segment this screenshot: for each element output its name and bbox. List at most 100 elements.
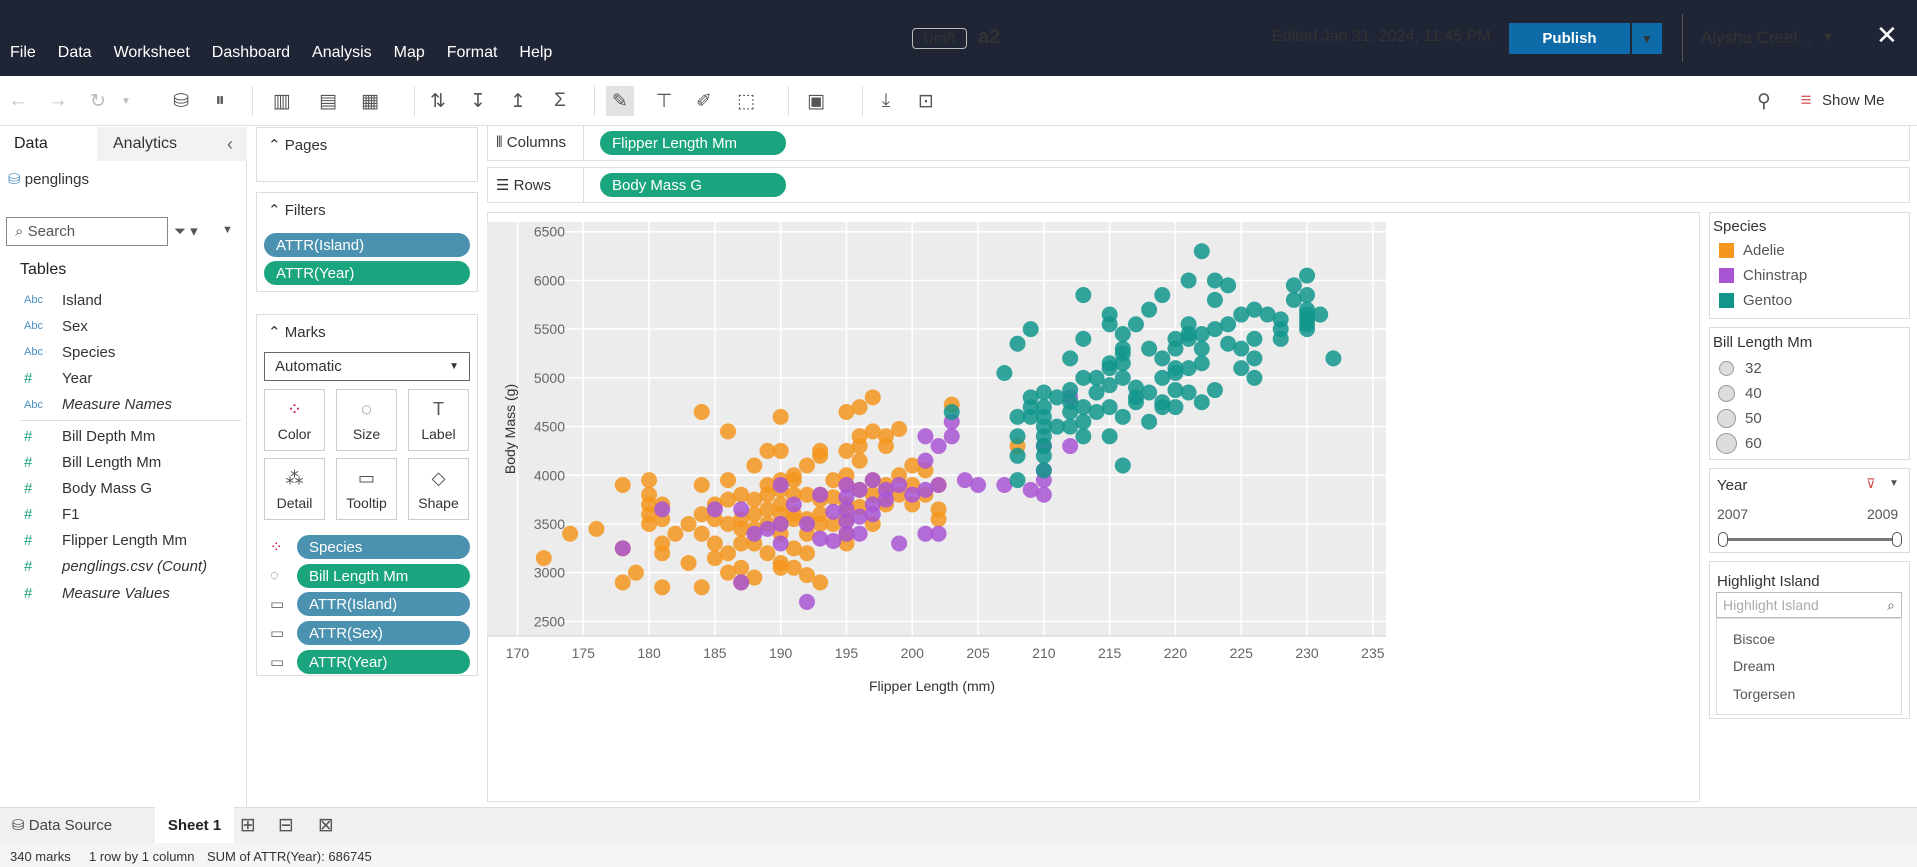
data-point[interactable] xyxy=(746,569,763,586)
data-point[interactable] xyxy=(733,535,750,552)
data-point[interactable] xyxy=(1009,428,1026,445)
data-point[interactable] xyxy=(891,535,908,552)
data-point[interactable] xyxy=(720,423,737,440)
data-point[interactable] xyxy=(746,457,763,474)
data-point[interactable] xyxy=(720,491,737,508)
menu-file[interactable]: File xyxy=(10,44,36,61)
sheet-tab[interactable]: Sheet 1 xyxy=(155,807,234,843)
data-point[interactable] xyxy=(1285,277,1302,294)
data-point[interactable] xyxy=(1141,413,1158,430)
data-point[interactable] xyxy=(720,472,737,489)
island-option-biscoe[interactable]: Biscoe xyxy=(1733,631,1776,647)
data-point[interactable] xyxy=(1246,350,1263,367)
totals-icon[interactable]: Σ xyxy=(554,90,566,111)
data-point[interactable] xyxy=(720,564,737,581)
data-point[interactable] xyxy=(759,486,776,503)
field-item[interactable]: # Flipper Length Mm xyxy=(0,528,247,554)
data-point[interactable] xyxy=(1167,399,1184,416)
highlight-icon[interactable]: ✎ xyxy=(606,86,634,116)
data-point[interactable] xyxy=(772,515,789,532)
field-item[interactable]: Abc Measure Names xyxy=(0,392,247,418)
data-point[interactable] xyxy=(1272,330,1289,347)
data-point[interactable] xyxy=(930,525,947,542)
fit-icon[interactable]: ⬚ xyxy=(737,90,755,112)
data-point[interactable] xyxy=(746,525,763,542)
data-point[interactable] xyxy=(1233,360,1250,377)
menu-data[interactable]: Data xyxy=(57,44,92,61)
data-point[interactable] xyxy=(1233,340,1250,357)
filter-fields-icon[interactable]: ⏷ ▾ xyxy=(174,223,198,240)
data-point[interactable] xyxy=(1167,330,1184,347)
data-point[interactable] xyxy=(1075,428,1092,445)
data-point[interactable] xyxy=(641,472,658,489)
data-point[interactable] xyxy=(1101,399,1118,416)
highlight-island-input[interactable]: Highlight Island ⌕ xyxy=(1716,592,1902,618)
data-point[interactable] xyxy=(733,574,750,591)
data-point[interactable] xyxy=(1101,316,1118,333)
data-point[interactable] xyxy=(1127,389,1144,406)
field-item[interactable]: # Bill Depth Mm xyxy=(0,423,247,449)
data-point[interactable] xyxy=(1220,335,1237,352)
year-slider-track[interactable] xyxy=(1722,538,1896,541)
data-point[interactable] xyxy=(1167,382,1184,399)
data-point[interactable] xyxy=(1009,408,1026,425)
data-point[interactable] xyxy=(851,508,868,525)
field-item[interactable]: # Body Mass G xyxy=(0,475,247,501)
field-item[interactable]: # Measure Values xyxy=(0,580,247,606)
legend-item-gentoo[interactable]: Gentoo xyxy=(1719,292,1792,309)
data-point[interactable] xyxy=(1114,326,1131,343)
data-point[interactable] xyxy=(1114,457,1131,474)
field-item[interactable]: Abc Sex xyxy=(0,313,247,339)
search-input[interactable]: ⌕ Search xyxy=(6,217,168,246)
rows-pill-body-mass[interactable]: Body Mass G xyxy=(600,173,786,197)
data-point[interactable] xyxy=(1285,291,1302,308)
data-point[interactable] xyxy=(970,477,987,494)
data-point[interactable] xyxy=(917,428,934,445)
data-point[interactable] xyxy=(956,472,973,489)
data-point[interactable] xyxy=(798,515,815,532)
legend-item-chinstrap[interactable]: Chinstrap xyxy=(1719,267,1807,284)
menu-dashboard[interactable]: Dashboard xyxy=(211,44,291,61)
mark-pill-sex[interactable]: ATTR(Sex) xyxy=(297,621,470,645)
pause-updates-icon[interactable]: ⏸ xyxy=(215,90,225,111)
data-point[interactable] xyxy=(706,501,723,518)
menu-help[interactable]: Help xyxy=(519,44,553,61)
data-point[interactable] xyxy=(680,515,697,532)
data-point[interactable] xyxy=(1154,287,1171,304)
filter-pill-island[interactable]: ATTR(Island) xyxy=(264,233,470,257)
data-point[interactable] xyxy=(1035,447,1052,464)
data-point[interactable] xyxy=(917,452,934,469)
data-point[interactable] xyxy=(1035,462,1052,479)
workbook-name[interactable]: a2 xyxy=(978,26,1001,48)
data-point[interactable] xyxy=(759,501,776,518)
data-point[interactable] xyxy=(1180,384,1197,401)
data-point[interactable] xyxy=(654,501,671,518)
clear-sheet-icon[interactable]: ▦ xyxy=(361,90,379,112)
data-point[interactable] xyxy=(772,559,789,576)
format-workbook-icon[interactable]: ✐ xyxy=(696,90,712,112)
field-item[interactable]: # F1 xyxy=(0,502,247,528)
data-point[interactable] xyxy=(733,559,750,576)
data-point[interactable] xyxy=(1075,330,1092,347)
data-point[interactable] xyxy=(838,489,855,506)
data-point[interactable] xyxy=(654,545,671,562)
data-point[interactable] xyxy=(1049,418,1066,435)
data-point[interactable] xyxy=(943,403,960,420)
field-item[interactable]: Abc Island xyxy=(0,287,247,313)
data-point[interactable] xyxy=(851,481,868,498)
user-caret-icon[interactable]: ▼ xyxy=(1822,30,1834,44)
shape-button[interactable]: ◇ Shape xyxy=(408,458,469,520)
data-point[interactable] xyxy=(1035,486,1052,503)
mark-pill-bill-length[interactable]: Bill Length Mm xyxy=(297,564,470,588)
data-point[interactable] xyxy=(1114,408,1131,425)
data-point[interactable] xyxy=(1154,369,1171,386)
data-point[interactable] xyxy=(851,399,868,416)
data-point[interactable] xyxy=(1075,413,1092,430)
data-point[interactable] xyxy=(798,545,815,562)
more-options-icon[interactable]: ▼ xyxy=(222,224,233,236)
data-point[interactable] xyxy=(772,535,789,552)
sort-ascending-icon[interactable]: ↧ xyxy=(470,90,486,112)
data-point[interactable] xyxy=(1088,403,1105,420)
data-point[interactable] xyxy=(1075,399,1092,416)
pin-icon[interactable]: ⚲ xyxy=(1757,90,1771,112)
